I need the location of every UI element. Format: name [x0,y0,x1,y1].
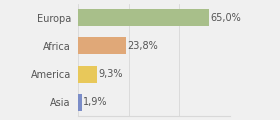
Bar [78,37,126,54]
Text: 9,3%: 9,3% [98,69,123,79]
Text: 1,9%: 1,9% [83,97,108,107]
Bar [78,9,209,26]
Text: 23,8%: 23,8% [127,41,158,51]
Bar [78,94,82,111]
Text: 65,0%: 65,0% [211,13,241,23]
Bar [78,66,97,83]
